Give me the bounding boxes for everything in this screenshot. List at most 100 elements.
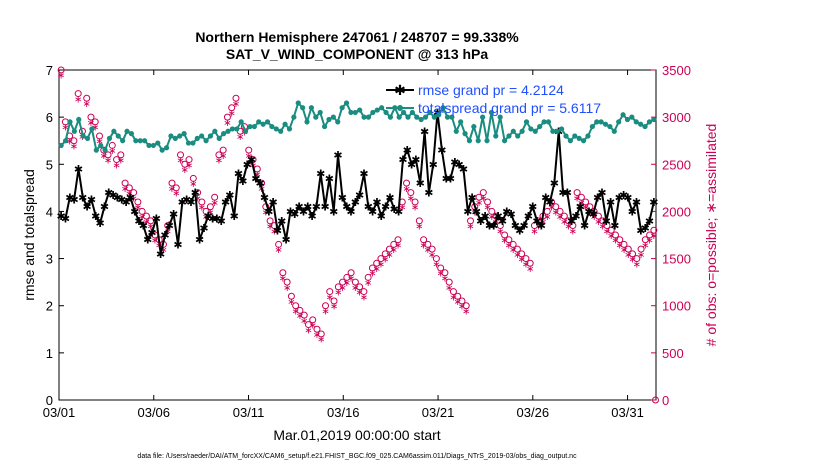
point-rmse: ✱ [221, 197, 230, 209]
obs-assimilated-point: ∗ [407, 193, 415, 204]
point-rmse: ✱ [191, 188, 200, 200]
legend: ✱ rmse grand pr = 4.2124 totalspread gra… [386, 82, 601, 116]
obs-assimilated-point: ∗ [146, 222, 154, 233]
obs-assimilated-point: ∗ [633, 259, 641, 270]
point-rmse: ✱ [628, 206, 637, 218]
point-rmse: ✱ [83, 202, 92, 214]
point-rmse: ✱ [61, 214, 70, 226]
x-tick-label: 03/26 [517, 405, 550, 420]
obs-assimilated-point: ∗ [535, 222, 543, 233]
obs-possible-point [279, 269, 287, 277]
obs-possible-point [189, 174, 197, 182]
obs-possible-point [373, 259, 381, 267]
point-totalspread [515, 133, 521, 139]
obs-possible-point [304, 321, 312, 329]
point-totalspread [141, 138, 148, 144]
obs-assimilated-point: ∗ [112, 160, 120, 171]
point-totalspread [400, 109, 407, 116]
point-rmse: ✱ [476, 216, 485, 228]
obs-possible-point [368, 264, 376, 272]
point-totalspread [225, 128, 231, 134]
point-totalspread [352, 109, 358, 116]
point-rmse: ✱ [377, 211, 386, 223]
obs-assimilated-point: ∗ [74, 94, 82, 105]
obs-possible-point [569, 222, 577, 230]
point-rmse: ✱ [576, 202, 585, 214]
obs-assimilated-point: ∗ [394, 240, 402, 251]
y-right-tick-label: 2500 [662, 157, 691, 172]
point-rmse: ✱ [208, 214, 217, 226]
point-rmse: ✱ [463, 206, 472, 218]
point-totalspread [537, 123, 543, 130]
point-totalspread [150, 142, 156, 149]
y-right-tick-label: 500 [662, 346, 684, 361]
obs-possible-point [603, 222, 611, 230]
point-totalspread [589, 123, 595, 130]
obs-assimilated-point: ∗ [462, 306, 470, 317]
obs-assimilated-point: ∗ [283, 283, 291, 294]
obs-possible-point [121, 179, 129, 187]
obs-possible-point [356, 283, 364, 291]
point-rmse: ✱ [524, 211, 533, 223]
obs-assimilated-point: ∗ [428, 250, 436, 261]
point-totalspread [326, 116, 332, 123]
point-totalspread [484, 138, 490, 144]
obs-possible-point [125, 184, 133, 192]
obs-assimilated-point: ∗ [253, 170, 261, 181]
obs-assimilated-point: ∗ [505, 240, 513, 251]
obs-assimilated-point: ∗ [343, 278, 351, 289]
point-rmse: ✱ [65, 192, 74, 204]
point-rmse: ✱ [199, 223, 208, 235]
obs-assimilated-point: ∗ [108, 146, 116, 157]
point-rmse: ✱ [251, 173, 260, 185]
point-rmse: ✱ [407, 159, 416, 171]
obs-assimilated-point: ∗ [279, 273, 287, 284]
obs-assimilated-point: ∗ [228, 108, 236, 119]
obs-assimilated-point: ∗ [368, 269, 376, 280]
obs-assimilated-point: ∗ [424, 245, 432, 256]
point-rmse: ✱ [502, 206, 511, 218]
obs-possible-point [198, 198, 206, 206]
point-rmse: ✱ [385, 192, 394, 204]
point-totalspread [199, 133, 205, 139]
y-tick-label: 5 [46, 157, 53, 172]
obs-assimilated-point: ∗ [355, 288, 363, 299]
point-totalspread [102, 147, 108, 153]
obs-possible-point [403, 179, 411, 187]
obs-assimilated-point: ∗ [176, 156, 184, 167]
point-totalspread [418, 116, 424, 123]
point-totalspread [207, 133, 214, 139]
point-rmse: ✱ [615, 192, 624, 204]
point-totalspread [528, 126, 534, 132]
point-totalspread [106, 135, 113, 141]
point-rmse: ✱ [156, 249, 165, 261]
point-rmse: ✱ [537, 221, 546, 233]
point-totalspread [616, 119, 622, 125]
obs-assimilated-point: ∗ [590, 212, 598, 223]
obs-possible-point [428, 245, 436, 253]
point-rmse: ✱ [351, 197, 360, 209]
obs-possible-point [326, 288, 334, 296]
y-tick-label: 7 [46, 63, 53, 78]
point-totalspread [295, 100, 301, 106]
obs-possible-point [168, 179, 176, 187]
point-rmse: ✱ [390, 204, 399, 216]
obs-assimilated-point: ∗ [270, 226, 278, 237]
point-totalspread [646, 119, 653, 125]
obs-assimilated-point: ∗ [479, 193, 487, 204]
point-totalspread [594, 119, 600, 125]
obs-assimilated-point: ∗ [164, 226, 172, 237]
y-right-tick-label: 3500 [662, 63, 691, 78]
point-rmse: ✱ [346, 206, 355, 218]
y-tick-label: 6 [46, 110, 53, 125]
point-rmse: ✱ [230, 211, 239, 223]
x-tick-label: 03/11 [233, 405, 265, 420]
point-totalspread [559, 126, 565, 132]
point-rmse: ✱ [182, 195, 191, 207]
point-rmse: ✱ [589, 209, 598, 221]
obs-possible-point [381, 250, 389, 258]
point-rmse: ✱ [368, 206, 377, 218]
y-tick-label: 2 [46, 299, 53, 314]
obs-assimilated-point: ∗ [607, 231, 615, 242]
